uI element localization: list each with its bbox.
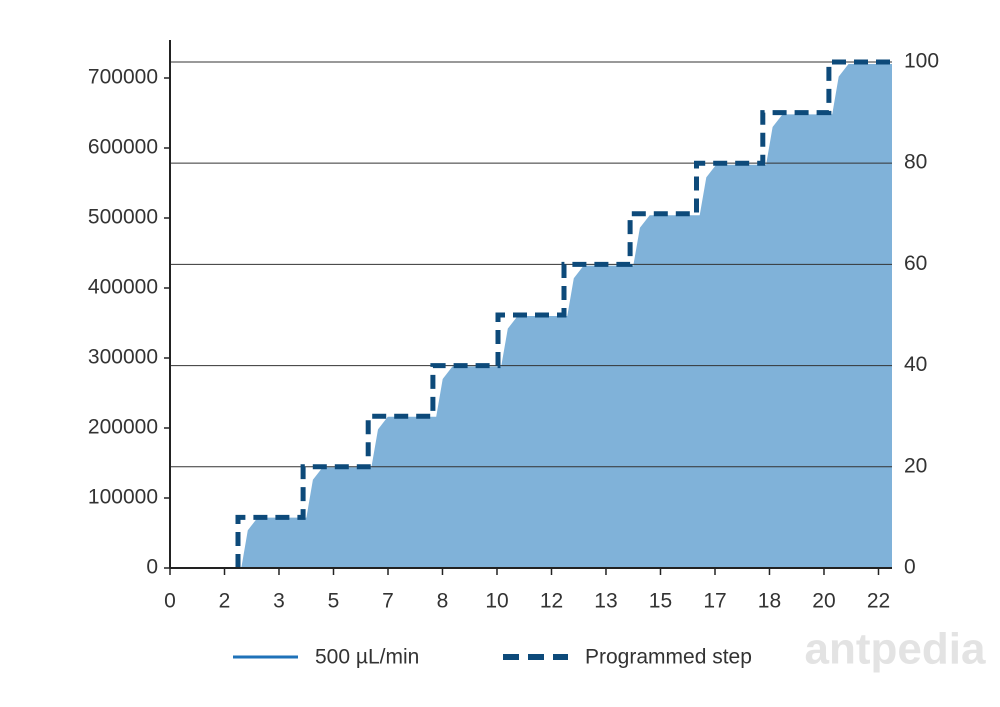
y-tick-label: 700000 xyxy=(88,66,158,89)
area xyxy=(170,64,892,568)
x-tick-label: 7 xyxy=(382,590,394,613)
y-tick-label: 100000 xyxy=(88,486,158,509)
x-tick-label: 20 xyxy=(812,590,835,613)
y2-tick-label: 0 xyxy=(904,556,916,579)
y2-tick-label: 20 xyxy=(904,454,927,477)
x-tick-label: 12 xyxy=(540,590,563,613)
y-tick-label: 300000 xyxy=(88,346,158,369)
x-tick-label: 3 xyxy=(273,590,285,613)
x-tick-label: 5 xyxy=(328,590,340,613)
y-tick-label: 400000 xyxy=(88,276,158,299)
x-tick-label: 17 xyxy=(703,590,726,613)
x-tick-label: 8 xyxy=(437,590,449,613)
x-tick-label: 22 xyxy=(867,590,890,613)
y-tick-label: 600000 xyxy=(88,136,158,159)
x-tick-label: 13 xyxy=(594,590,617,613)
y-tick-label: 0 xyxy=(146,556,158,579)
x-tick-label: 2 xyxy=(219,590,231,613)
legend-label: 500 µL/min xyxy=(315,646,419,669)
y-tick-label: 200000 xyxy=(88,416,158,439)
y2-tick-label: 40 xyxy=(904,353,927,376)
y2-tick-label: 80 xyxy=(904,151,927,174)
x-tick-label: 15 xyxy=(649,590,672,613)
y2-tick-label: 100 xyxy=(904,50,939,73)
legend-label: Programmed step xyxy=(585,646,752,669)
x-tick-label: 18 xyxy=(758,590,781,613)
watermark: antpedia xyxy=(805,625,986,674)
y-tick-label: 500000 xyxy=(88,206,158,229)
x-tick-label: 0 xyxy=(164,590,176,613)
step-line xyxy=(235,59,892,568)
y2-tick-label: 60 xyxy=(904,252,927,275)
x-tick-label: 10 xyxy=(485,590,508,613)
